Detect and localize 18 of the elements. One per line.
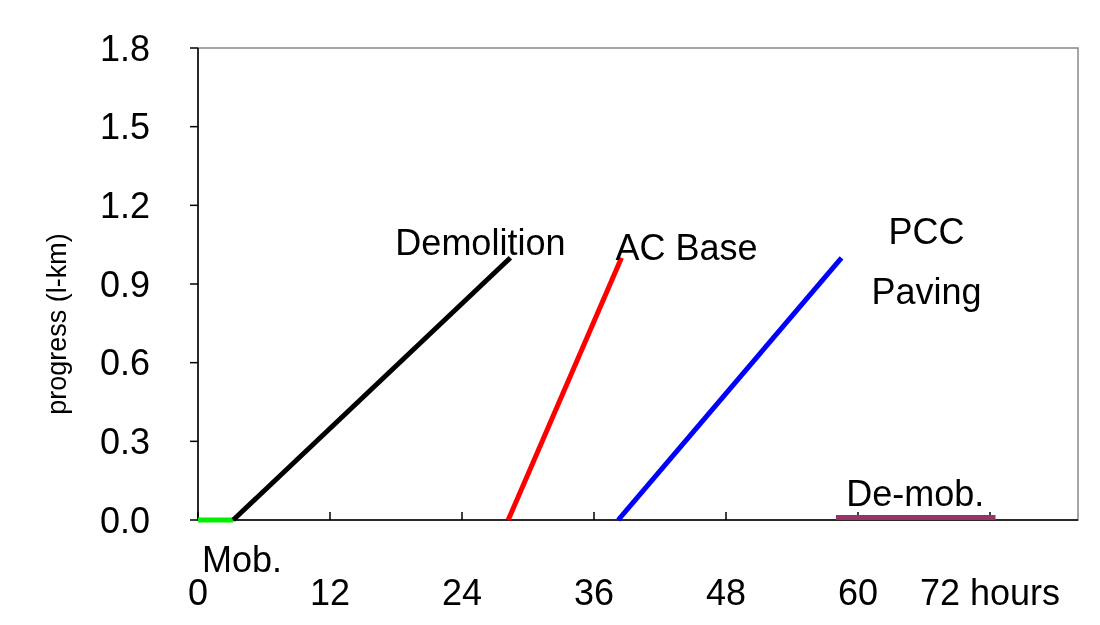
- y-tick-label: 0.6: [99, 342, 150, 384]
- x-tick-label: 12: [309, 572, 351, 613]
- y-tick-label: 0.0: [99, 499, 150, 541]
- annotation: De-mob.: [846, 473, 985, 514]
- y-tick-label: 1.5: [99, 106, 150, 148]
- series-label: Demolition: [395, 221, 566, 263]
- y-tick-label: 1.8: [99, 27, 150, 69]
- x-tick-label: 36: [573, 572, 615, 613]
- series-label: PCC Paving: [871, 210, 982, 312]
- y-tick-label: 0.3: [99, 420, 150, 462]
- x-tick-label: 48: [705, 572, 747, 613]
- y-tick-label: 0.9: [99, 263, 150, 305]
- y-tick-label: 1.2: [99, 184, 150, 226]
- x-tick-label: 24: [441, 572, 483, 613]
- x-tick-label: 72 hours: [919, 572, 1061, 613]
- series-label: AC Base: [615, 226, 758, 268]
- y-axis-title: progress (l-km): [42, 233, 72, 415]
- x-tick-label: 60: [837, 572, 879, 613]
